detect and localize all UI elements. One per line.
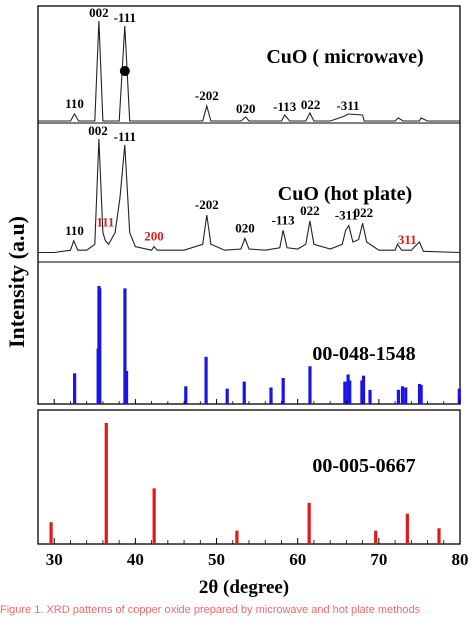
reference-bar bbox=[308, 366, 312, 404]
reference-bar bbox=[360, 380, 364, 404]
reference-code: 00-048-1548 bbox=[312, 343, 415, 365]
peak-marker-dot bbox=[119, 66, 130, 76]
peak-label: -113 bbox=[273, 99, 297, 114]
reference-bar bbox=[419, 385, 423, 404]
lower-frame bbox=[37, 409, 461, 545]
reference-bar bbox=[417, 383, 422, 404]
reference-bar bbox=[123, 288, 127, 404]
peak-label: -111 bbox=[114, 10, 136, 25]
reference-bar bbox=[374, 530, 378, 544]
xrd-traces bbox=[38, 20, 461, 254]
peak-label: -202 bbox=[195, 88, 219, 103]
reference-bar bbox=[204, 356, 208, 404]
peak-label: 110 bbox=[65, 96, 84, 111]
reference-bar bbox=[124, 370, 129, 404]
peak-label: -311 bbox=[335, 208, 358, 223]
reference-bar bbox=[269, 387, 273, 404]
xrd-trace-line bbox=[38, 20, 460, 122]
reference-bar bbox=[368, 389, 372, 404]
reference-bar bbox=[73, 373, 77, 404]
reference-bar bbox=[307, 502, 311, 544]
x-tick-label: 60 bbox=[289, 550, 306, 569]
reference-bar bbox=[396, 389, 401, 404]
x-axis-label: 2θ (degree) bbox=[199, 577, 289, 598]
panel-title: CuO (hot plate) bbox=[278, 183, 412, 205]
peak-label: -111 bbox=[114, 129, 136, 144]
reference-bars bbox=[49, 286, 461, 544]
peak-label: -311 bbox=[336, 98, 359, 113]
reference-bar bbox=[49, 522, 53, 544]
reference-bar bbox=[343, 381, 347, 404]
peak-label: -113 bbox=[272, 212, 296, 227]
reference-bar bbox=[242, 381, 246, 404]
reference-bar bbox=[104, 423, 108, 544]
figure-caption: Figure 1. XRD patterns of copper oxide p… bbox=[0, 604, 421, 616]
x-tick-label: 50 bbox=[208, 550, 225, 569]
reference-bar bbox=[235, 530, 239, 544]
peak-label: 002 bbox=[88, 123, 108, 138]
peak-label: 002 bbox=[89, 5, 109, 20]
x-tick-label: 30 bbox=[46, 550, 63, 569]
peak-label: 111 bbox=[96, 215, 114, 230]
reference-bar bbox=[437, 528, 441, 544]
peak-label: 110 bbox=[65, 223, 84, 238]
xrd-trace-line bbox=[38, 138, 461, 254]
reference-bar bbox=[457, 388, 461, 404]
reference-bar bbox=[400, 386, 405, 404]
x-tick-label: 40 bbox=[127, 550, 144, 569]
x-tick-label: 70 bbox=[370, 550, 387, 569]
reference-bar bbox=[404, 387, 408, 404]
panel-title: CuO ( microwave) bbox=[266, 46, 423, 68]
reference-bar bbox=[152, 488, 156, 544]
peak-label: 022 bbox=[354, 205, 374, 220]
peak-label: 022 bbox=[301, 97, 321, 112]
panel-titles: CuO ( microwave) CuO (hot plate) 00-048-15… bbox=[266, 46, 423, 477]
x-axis: 30 40 50 60 70 80 bbox=[37, 399, 469, 569]
reference-bar bbox=[346, 374, 350, 404]
reference-bar bbox=[348, 380, 352, 404]
peak-label: 311 bbox=[398, 232, 417, 247]
reference-bar bbox=[361, 375, 366, 404]
peak-label: -202 bbox=[195, 197, 219, 212]
reference-bar bbox=[98, 288, 102, 404]
reference-code: 00-005-0667 bbox=[312, 455, 415, 477]
y-axis-label: Intensity (a.u) bbox=[4, 216, 29, 348]
x-tick-label: 80 bbox=[452, 550, 469, 569]
reference-bar bbox=[281, 378, 285, 404]
peak-label: 020 bbox=[235, 220, 255, 235]
reference-bar bbox=[184, 386, 188, 404]
peak-label: 022 bbox=[300, 203, 320, 218]
reference-bar bbox=[225, 388, 229, 404]
peak-label: 020 bbox=[236, 101, 256, 116]
reference-bar bbox=[405, 513, 409, 544]
peak-label: 200 bbox=[144, 229, 164, 244]
